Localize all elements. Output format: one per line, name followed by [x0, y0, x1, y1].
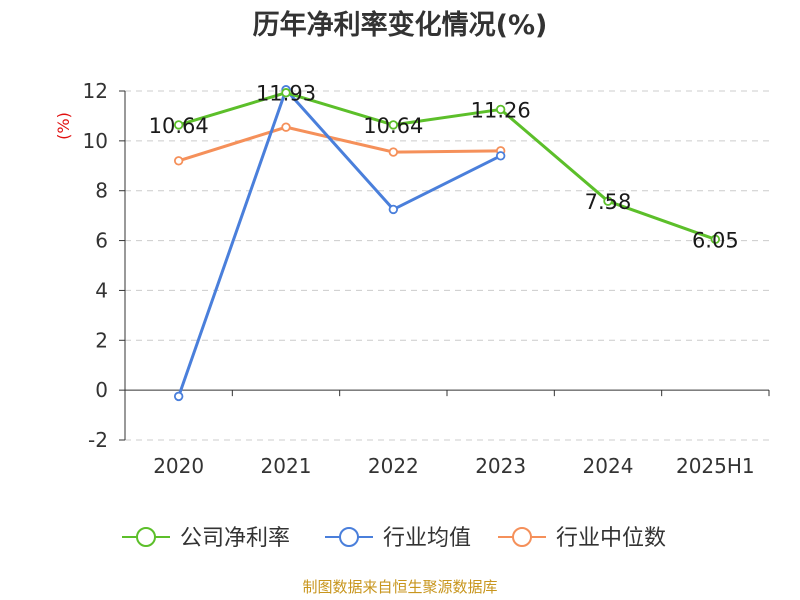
y-tick-label: 12: [83, 79, 108, 103]
industry-median-line: [178, 125, 501, 163]
axes: -2 0 2 4 6 8 10 12 2020 2021 2022 2023 2024 2025H1: [83, 79, 770, 478]
y-tick-label: 6: [95, 229, 108, 253]
y-tick-label: -2: [88, 428, 108, 452]
x-tick-label: 2025H1: [676, 454, 755, 478]
legend[interactable]: 公司净利率 行业均值 行业中位数: [122, 526, 666, 551]
data-label: 10.64: [149, 114, 209, 138]
industry-mean-point: [388, 204, 399, 215]
x-tick-label: 2021: [261, 454, 312, 478]
x-tick-label: 2023: [475, 454, 526, 478]
y-tick-label: 8: [95, 179, 108, 203]
data-labels: 10.64 11.93 10.64 11.26 7.58 6.05: [149, 82, 739, 253]
company-net-margin-line: [178, 91, 716, 241]
source-note: 制图数据来自恒生聚源数据库: [302, 578, 497, 596]
company-net-margin-legend-marker[interactable]: [136, 527, 156, 547]
company-net-margin-point: [388, 120, 399, 130]
industry-mean-point: [495, 151, 506, 161]
company-net-margin-point: [710, 234, 721, 245]
data-label: 10.64: [363, 114, 423, 138]
industry-mean-legend-marker[interactable]: [339, 527, 359, 547]
y-tick-label: 2: [95, 328, 108, 352]
company-net-margin-point: [281, 88, 291, 98]
industry-median-point: [173, 156, 184, 166]
y-tick-label: 10: [83, 129, 108, 153]
industry-mean-point: [173, 391, 184, 402]
chart-title: 历年净利率变化情况(%): [253, 9, 548, 41]
data-label: 7.58: [585, 190, 632, 214]
industry-mean-legend-label[interactable]: 行业均值: [383, 526, 471, 551]
series-group: [173, 85, 721, 402]
company-net-margin-point: [495, 104, 506, 115]
data-label: 11.93: [256, 82, 316, 106]
industry-median-point: [388, 147, 399, 157]
data-label: 11.26: [471, 98, 531, 122]
industry-median-point: [281, 122, 291, 132]
x-tick-label: 2020: [153, 454, 204, 478]
x-tick-label: 2022: [368, 454, 419, 478]
company-net-margin-point: [173, 120, 184, 130]
industry-mean-line: [177, 88, 502, 397]
industry-median-legend-label[interactable]: 行业中位数: [556, 526, 666, 551]
data-label: 6.05: [692, 228, 739, 252]
y-tick-label: 4: [95, 278, 108, 302]
gridlines: [125, 90, 769, 441]
company-net-margin-point: [603, 196, 613, 206]
x-tick-label: 2024: [583, 454, 634, 478]
y-axis-label: (%): [54, 112, 73, 140]
y-tick-label: 0: [95, 378, 108, 402]
company-net-margin-legend-label[interactable]: 公司净利率: [180, 526, 290, 551]
industry-median-legend-marker[interactable]: [512, 527, 532, 547]
